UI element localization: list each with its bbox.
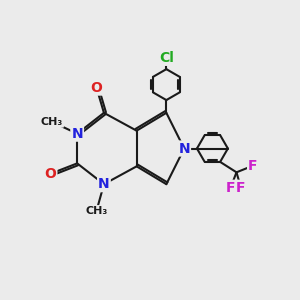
Text: F: F — [248, 159, 258, 173]
Text: N: N — [71, 127, 83, 141]
Text: CH₃: CH₃ — [41, 117, 63, 127]
Text: Cl: Cl — [159, 51, 174, 65]
Text: N: N — [98, 177, 110, 191]
Text: O: O — [44, 167, 56, 181]
Text: N: N — [178, 142, 190, 155]
Text: CH₃: CH₃ — [85, 206, 108, 216]
Text: F: F — [236, 181, 246, 195]
Text: F: F — [226, 181, 235, 195]
Text: O: O — [91, 81, 102, 94]
